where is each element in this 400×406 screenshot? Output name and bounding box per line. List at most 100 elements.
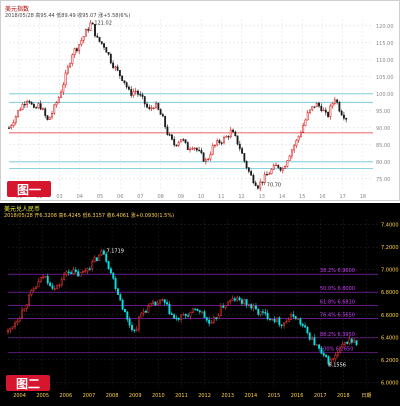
candle-body [100,41,103,44]
retracement-label: 100% 6.2650 [320,347,353,353]
candle-body [159,299,161,304]
candle-body [19,109,22,111]
candle-body [332,358,335,360]
candle-body [91,261,94,270]
candle-body [318,344,321,349]
candle-body [355,340,358,345]
candle-body [81,270,84,273]
candle-body [30,101,33,105]
candle-body [17,110,19,117]
candle-body [343,341,346,345]
candle-body [327,112,329,117]
candle-body [159,109,162,115]
y-tick-label: 90.00 [376,126,390,132]
candle-body [49,282,52,286]
candle-body [32,103,35,108]
candle-body [311,337,314,340]
candle-body [205,317,208,321]
candle-body [304,325,307,328]
candle-body [12,122,15,126]
candle-body [25,304,28,310]
dollar-index-chart: 121.02 70.70 75.00 80.00 85.00 90.00 95.00 100.… [8,19,394,200]
candle-body [223,136,225,144]
candle-body [210,322,213,324]
candle-body [186,142,189,150]
candle-body [345,118,348,120]
candle-body [180,314,183,320]
candle-body [28,100,31,103]
candle-body [73,48,76,56]
candle-body [203,311,206,318]
candle-body [146,103,148,108]
candle-body [91,22,94,25]
x-tick-label: 2015 [268,393,281,399]
candle-body [57,97,60,103]
candle-body [286,160,289,167]
candle-body [66,66,69,74]
candle-body [299,318,302,325]
candle-body [171,134,173,140]
candle-body [84,270,87,272]
x-tick-label: 2005 [36,393,49,399]
candle-body [269,318,271,320]
panel-info: 2018/05/28 开6.3208 高6.4245 低6.3157 收6.40… [4,213,175,219]
candle-body [14,322,16,327]
candle-body [266,312,269,320]
x-tick-label: 03 [56,194,62,200]
candle-body [65,271,68,275]
candle-body [156,302,159,306]
candle-body [30,290,33,296]
price-annotation: 7.1719 [106,249,124,255]
candle-body [285,321,288,324]
candle-body [14,116,17,123]
candle-body [313,337,316,346]
retracement-label: 38.2% 6.9600 [320,268,355,274]
candle-body [254,305,257,310]
candle-body [304,119,307,126]
candle-body [283,322,285,326]
candle-body [112,62,115,68]
candle-body [124,308,126,313]
candle-body [325,355,328,358]
candle-body [147,305,150,313]
candle-body [339,346,342,353]
candle-body [138,316,140,330]
candle-body [299,132,302,137]
x-tick-label: 2016 [291,393,304,399]
candle-body [168,134,171,136]
candle-body [130,88,133,96]
candle-body [290,149,293,157]
candle-body [293,145,296,151]
y-tick-label: 120.00 [376,24,394,30]
candle-body [131,324,133,331]
candle-body [98,37,101,42]
x-tick-label: 2011 [175,393,188,399]
candle-body [150,107,153,110]
candle-body [177,141,180,146]
x-tick-label: 07 [137,194,143,200]
candle-body [333,99,336,104]
candle-body [218,140,221,144]
candle-body [134,90,137,93]
candle-body [135,328,138,331]
candle-body [279,167,282,171]
candle-body [102,250,105,255]
candle-body [53,288,56,290]
candle-body [306,112,309,121]
candle-body [140,312,143,318]
candle-body [94,23,96,37]
panel-info: 2018/05/28 高95.44 低89.49 收95.07 涨+5.58(6… [5,13,131,19]
candle-body [297,318,299,320]
candle-body [193,147,196,150]
candle-body [287,319,290,322]
price-annotation: 70.70 [267,183,281,189]
y-tick-label: 105.00 [376,75,394,81]
candle-body [208,319,211,324]
candle-body [247,304,250,306]
candle-body [46,276,49,284]
candle-body [334,354,337,360]
candle-body [142,310,145,314]
x-tick-label: 11 [218,194,224,200]
candle-body [195,147,198,151]
candle-body [173,139,176,146]
